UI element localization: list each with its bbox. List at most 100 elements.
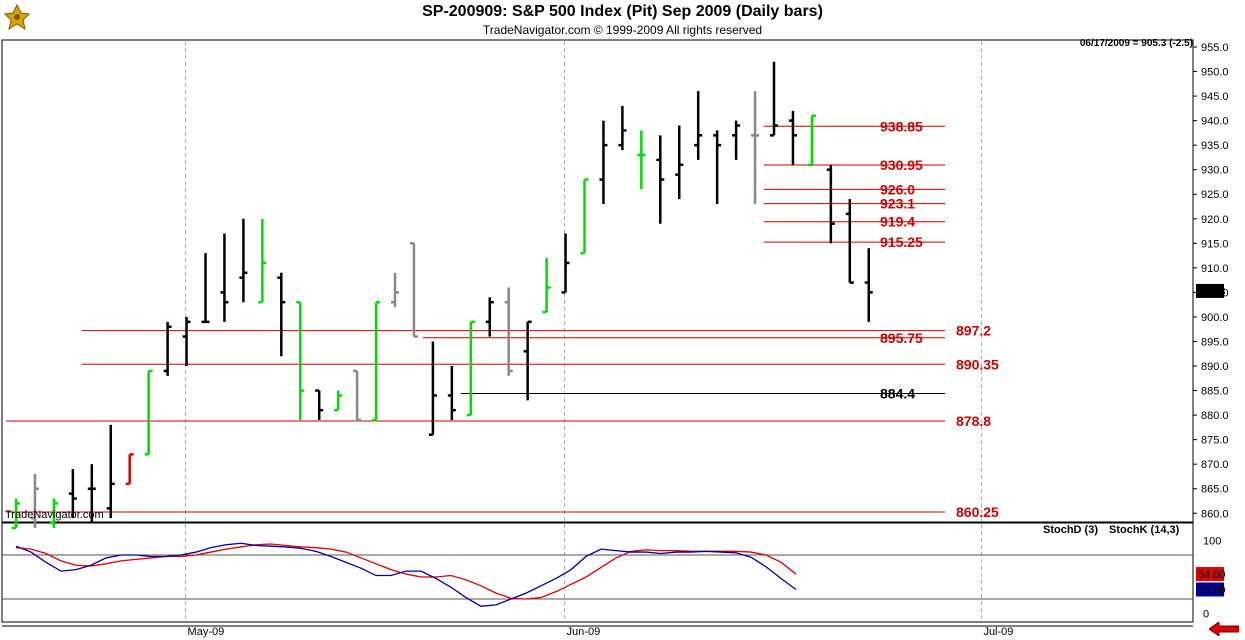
stoch-legend-0: StochD (3) [1043, 524, 1098, 536]
ohlc-bar-21 [409, 242, 418, 338]
y-tick-label-4: 935.0 [1201, 140, 1229, 152]
y-tick-label-13: 890.0 [1201, 361, 1229, 373]
chart-title: SP-200909: S&P 500 Index (Pit) Sep 2009 … [422, 3, 823, 20]
ohlc-bar-8 [163, 321, 172, 376]
x-tick-label-1: Jun-09 [567, 626, 601, 638]
scroll-right-arrow-icon[interactable] [1209, 622, 1239, 636]
stoch-y-tick-label-1: 0 [1203, 609, 1209, 621]
y-tick-label-9: 910.0 [1201, 263, 1229, 275]
ohlc-bar-2 [49, 498, 58, 528]
ohlc-bar-40 [770, 61, 778, 137]
ohlc-bar-13 [258, 218, 267, 304]
ohlc-bar-29 [561, 233, 570, 294]
ohlc-bar-3 [68, 469, 77, 519]
ohlc-bar-27 [523, 320, 532, 401]
y-tick-label-18: 865.0 [1201, 484, 1229, 496]
y-tick-label-1: 950.0 [1201, 67, 1229, 79]
price-level-label-8: 890.35 [956, 356, 999, 372]
price-level-label-2: 926.0 [880, 181, 915, 197]
y-tick-label-8: 915.0 [1201, 238, 1229, 250]
y-tick-label-15: 880.0 [1201, 410, 1229, 422]
chart-subtitle: TradeNavigator.com © 1999-2009 All right… [482, 23, 763, 37]
price-level-label-9: 884.4 [880, 386, 915, 402]
ohlc-bar-20 [391, 272, 399, 308]
ohlc-bar-17 [334, 390, 343, 412]
y-tick-label-6: 925.0 [1201, 189, 1229, 201]
ohlc-bar-0 [12, 498, 20, 530]
ohlc-bar-11 [220, 233, 229, 322]
ohlc-bar-42 [807, 114, 816, 167]
stoch-last-box-0 [1196, 567, 1224, 582]
price-level-label-3: 923.1 [880, 196, 915, 212]
ohlc-bar-14 [277, 272, 286, 357]
y-tick-label-16: 875.0 [1201, 435, 1229, 447]
y-tick-label-12: 895.0 [1201, 336, 1229, 348]
price-level-label-10: 878.8 [956, 413, 991, 429]
price-level-label-1: 930.95 [880, 157, 923, 173]
price-level-label-7: 895.75 [880, 330, 923, 346]
ohlc-bar-16 [315, 389, 324, 421]
ohlc-bar-45 [864, 248, 873, 322]
ohlc-bar-7 [144, 369, 153, 456]
ohlc-bar-23 [447, 366, 456, 421]
ohlc-bar-31 [599, 120, 608, 205]
ohlc-bar-4 [87, 464, 96, 524]
y-tick-label-19: 860.0 [1201, 508, 1229, 520]
y-tick-label-7: 920.0 [1201, 214, 1229, 226]
ohlc-bar-37 [713, 130, 722, 205]
ohlc-bar-41 [788, 110, 797, 165]
ohlc-bar-44 [845, 199, 854, 284]
stoch-last-label-0: 54.00 [1198, 569, 1226, 581]
ohlc-bar-25 [485, 297, 494, 337]
stoch-y-tick-label-0: 100 [1203, 535, 1221, 547]
price-level-label-11: 860.25 [956, 504, 999, 520]
ohlc-bar-32 [618, 105, 627, 151]
ohlc-bar-6 [125, 453, 134, 486]
stoch-last-label-1: 33.00 [1198, 584, 1226, 596]
ohlc-bar-15 [296, 300, 305, 421]
y-tick-label-14: 885.0 [1201, 386, 1229, 398]
price-level-label-4: 919.4 [880, 214, 915, 230]
y-tick-label-3: 940.0 [1201, 116, 1229, 128]
ohlc-bar-30 [580, 178, 589, 255]
y-tick-label-5: 930.0 [1201, 165, 1229, 177]
y-tick-label-0: 955.0 [1201, 42, 1229, 54]
y-tick-label-17: 870.0 [1201, 459, 1229, 471]
ohlc-bar-28 [542, 258, 551, 314]
stoch-last-box-1 [1196, 582, 1224, 597]
ohlc-bar-26 [504, 287, 513, 376]
ohlc-bar-10 [201, 253, 210, 324]
ohlc-bar-12 [239, 218, 248, 303]
price-level-label-5: 915.25 [880, 234, 923, 250]
ohlc-bar-1 [30, 473, 39, 528]
last-price-box [1196, 283, 1224, 298]
stoch-legend-1: StochK (14,3) [1109, 524, 1180, 536]
stoch-series-line-1 [15, 542, 797, 608]
last-price-label: 905.3 [1198, 286, 1226, 298]
watermark: TradeNavigator.com [5, 509, 104, 521]
stoch-panel-frame [1, 522, 1194, 623]
ohlc-bar-9 [182, 316, 191, 367]
ohlc-bar-19 [372, 300, 381, 422]
ohlc-bar-39 [751, 91, 760, 205]
y-tick-label-2: 945.0 [1201, 91, 1229, 103]
price-panel-frame [1, 39, 1194, 523]
ohlc-bar-36 [694, 91, 703, 160]
ohlc-bar-24 [466, 320, 475, 417]
price-level-label-6: 897.2 [956, 323, 991, 339]
stoch-series-line-0 [15, 543, 797, 600]
y-tick-label-11: 900.0 [1201, 312, 1229, 324]
ohlc-bar-38 [732, 120, 741, 160]
x-tick-label-2: Jul-09 [983, 626, 1013, 638]
ohlc-bar-33 [637, 130, 646, 190]
ohlc-bar-18 [353, 369, 362, 422]
ohlc-bar-35 [675, 125, 684, 200]
price-level-label-0: 938.85 [880, 118, 923, 134]
trade-navigator-logo-icon [3, 3, 31, 31]
ohlc-bar-5 [106, 424, 115, 519]
x-tick-label-0: May-09 [188, 626, 225, 638]
ohlc-bar-43 [826, 164, 835, 244]
price-readout: 06/17/2009 = 905.3 (-2.5) [1079, 38, 1193, 49]
ohlc-bar-34 [656, 135, 665, 224]
